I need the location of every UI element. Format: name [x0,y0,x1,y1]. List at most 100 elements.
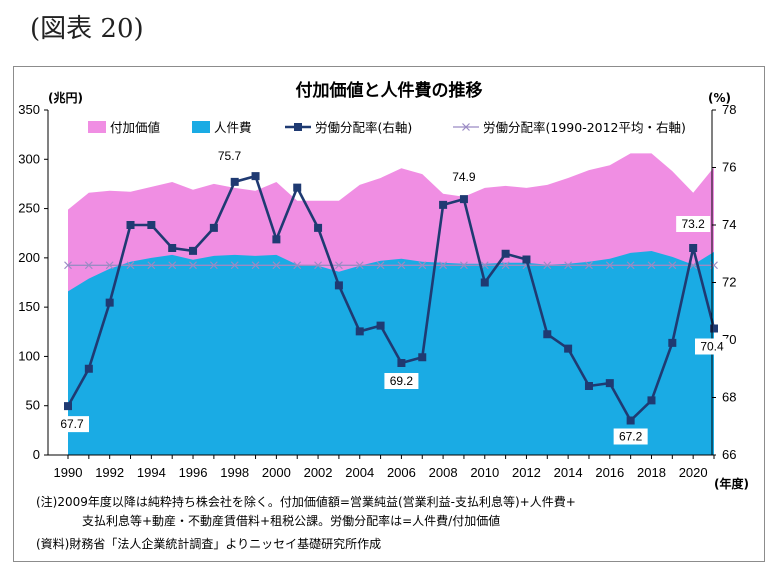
left-axis-unit: (兆円) [48,90,83,105]
labor-share-point [126,221,135,229]
labor-share-point [564,344,573,353]
average-marker-stroke [418,261,427,270]
x-tick-label: 2012 [512,465,541,480]
average-marker-stroke [397,261,406,270]
average-marker-stroke [251,261,260,270]
left-tick-label: 50 [26,398,40,413]
left-tick-label: 150 [18,299,40,314]
legend-swatch-marker [462,123,470,131]
figure-label: (図表 20) [30,14,144,44]
labor-share-point [605,379,614,388]
average-marker [460,261,468,270]
labor-share-point [647,396,656,405]
area-labor-cost [68,251,714,455]
average-marker [668,261,677,270]
data-label: 73.2 [681,217,705,231]
right-tick-label: 68 [722,390,736,405]
labor-share-point [84,364,93,373]
legend-swatch [88,121,106,133]
average-marker-stroke [126,261,135,270]
labor-share-point [314,223,323,232]
data-label-box [55,416,89,433]
average-marker-stroke [439,261,448,270]
labor-share-point [293,183,302,192]
labor-share-point [710,324,718,333]
average-marker [105,261,114,270]
average-marker-stroke [293,261,302,270]
average-marker-stroke [168,261,177,270]
average-marker-stroke [376,261,385,270]
x-tick-label: 2014 [554,465,583,480]
average-marker-stroke [105,261,114,270]
x-tick-label: 2010 [470,465,499,480]
average-marker-stroke [355,261,364,270]
average-marker [543,261,552,270]
labor-share-point [689,244,698,252]
right-tick-label: 78 [722,102,736,117]
average-marker-stroke [147,261,156,270]
x-tick-label: 2016 [595,465,624,480]
data-label-box [695,338,729,355]
x-tick-label: 1996 [179,465,208,480]
x-tick-label: 2018 [637,465,666,480]
average-marker [564,261,573,270]
legend-label: 付加価値 [110,120,160,135]
average-marker-stroke [84,261,93,270]
labor-share-point [272,235,281,244]
labor-share-point [376,321,385,330]
average-marker-stroke [460,261,468,270]
average-marker [355,261,364,270]
note-line-2: 支払利息等+動産・不動産賃借料+租税公課。労働分配率は=人件費/付加価値 [82,514,501,528]
right-axis-unit: (%) [708,91,731,105]
average-marker-stroke [480,261,489,270]
average-marker-stroke [230,261,239,270]
average-marker [334,261,343,270]
average-marker-stroke [689,261,698,270]
labor-share-point [355,327,364,336]
labor-share-point [147,221,156,229]
x-tick-label: 1990 [54,465,83,480]
average-marker [230,261,239,270]
data-label-box [613,428,648,445]
average-marker [647,261,656,270]
labor-share-point [168,244,177,252]
source-note: (資料)財務省「法人企業統計調査」よりニッセイ基礎研究所作成 [36,537,382,551]
chart-frame [13,66,765,562]
average-marker-stroke [209,261,218,270]
data-label: 67.2 [619,430,643,444]
average-marker [605,261,614,270]
average-marker-stroke [314,261,322,270]
data-label-box [446,169,481,186]
data-label: 75.7 [218,149,242,163]
labor-share-point [230,177,239,186]
labor-share-point [334,281,343,290]
average-marker [209,261,218,270]
legend-item: 労働分配率(1990-2012平均・右軸) [453,120,686,135]
average-marker [126,261,135,270]
data-label: 70.4 [700,340,724,354]
average-marker [397,261,406,270]
average-marker-stroke [189,261,197,270]
average-marker [501,261,510,270]
average-marker [251,261,260,270]
labor-share-point [251,172,260,181]
data-label-box [212,148,247,165]
average-marker-stroke [543,261,552,270]
average-marker-stroke [647,261,656,270]
right-tick-label: 66 [722,447,736,462]
average-marker-stroke [564,261,573,270]
chart-title: 付加価値と人件費の推移 [296,80,483,101]
x-tick-label: 2020 [679,465,708,480]
data-label-box [676,216,711,232]
average-marker [439,261,448,270]
data-label-box [384,373,419,389]
labor-share-point [668,338,677,347]
average-marker-stroke [64,261,72,270]
average-marker [626,261,635,270]
legend-item: 人件費 [192,120,252,135]
left-tick-label: 350 [18,102,40,117]
labor-share-point [439,200,448,209]
average-marker [480,261,489,270]
labor-share-point [64,402,72,411]
